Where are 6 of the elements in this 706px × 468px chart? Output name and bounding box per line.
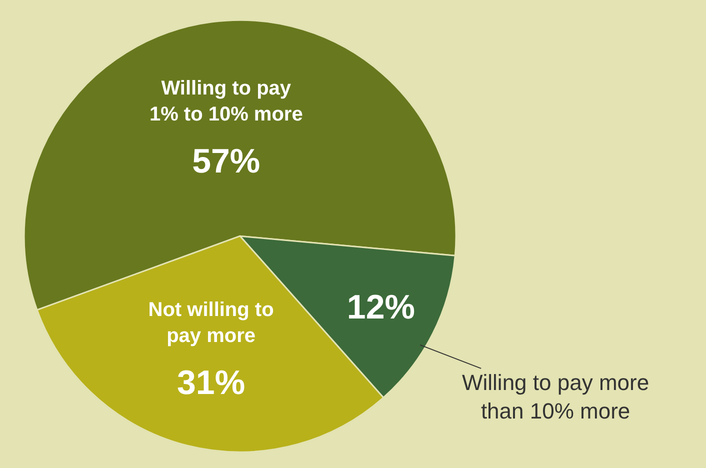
- slice-label: Not willing to pay more: [148, 299, 274, 348]
- data-label: 12%: [346, 288, 415, 326]
- slice-label: Willing to pay 1% to 10% more: [149, 78, 303, 126]
- slice-label: Willing to pay more than 10% more: [462, 370, 650, 424]
- data-label: 57%: [192, 142, 260, 181]
- data-label: 31%: [177, 364, 246, 402]
